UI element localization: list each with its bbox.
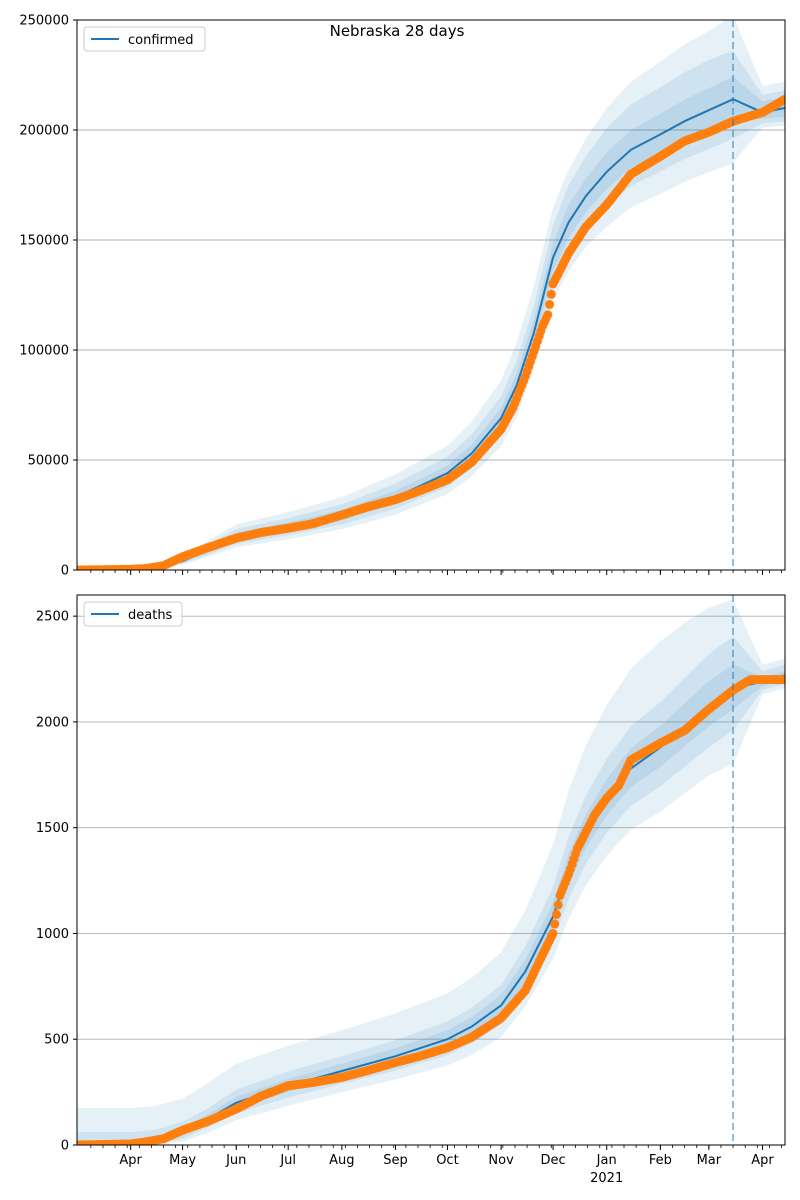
xtick-label: Jun: [225, 1153, 246, 1168]
confirmed-plot-area: [77, 20, 785, 570]
deaths-uncertainty-band-1: [77, 664, 785, 1145]
deaths-ytick-label: 0: [61, 1139, 69, 1154]
xtick-label: Mar: [697, 1153, 722, 1168]
confirmed-ytick-label: 100000: [19, 344, 69, 359]
confirmed-ytick-label: 50000: [28, 454, 69, 469]
deaths-legend-box: [83, 601, 183, 627]
xtick-label: Dec: [540, 1153, 565, 1168]
deaths-ytick-label: 1000: [36, 927, 69, 942]
confirmed-uncertainty-band-3: [77, 20, 785, 570]
deaths-ytick-label: 1500: [36, 821, 69, 836]
confirmed-legend-label: confirmed: [128, 33, 194, 48]
deaths-ytick-label: 500: [44, 1033, 69, 1048]
xtick-label: Nov: [488, 1153, 514, 1168]
deaths-observed-point: [548, 929, 558, 938]
confirmed-observed-point: [545, 300, 555, 309]
confirmed-ytick-label: 150000: [19, 234, 69, 249]
deaths-observed-point: [553, 900, 563, 910]
confirmed-axes-frame: [76, 19, 786, 571]
deaths-observed-point: [780, 675, 785, 685]
figure-title: Nebraska 28 days: [330, 22, 465, 40]
xtick-label: May: [169, 1153, 196, 1168]
deaths-observed-point: [552, 909, 561, 919]
deaths-legend: deaths: [83, 601, 183, 627]
confirmed-observed-point: [780, 94, 785, 104]
confirmed-legend-box: [83, 26, 206, 52]
confirmed-ytick-label: 0: [61, 564, 69, 579]
xtick-label: Jan: [596, 1153, 617, 1168]
confirmed-ytick-label: 250000: [19, 14, 69, 29]
xtick-label: Oct: [436, 1153, 458, 1168]
xtick-label: Aug: [329, 1153, 354, 1168]
confirmed-uncertainty-band-2: [77, 50, 785, 570]
deaths-uncertainty-band-3: [77, 599, 785, 1145]
confirmed-ytick-label: 200000: [19, 124, 69, 139]
deaths-ytick-label: 2000: [36, 715, 69, 730]
confirmed-legend: confirmed: [83, 26, 206, 52]
deaths-panel: 0 500 1000 1500 2000 2500 deaths Apr May Jun Jul Au…: [36, 594, 786, 1186]
deaths-plot-area: [77, 599, 785, 1145]
xtick-label: Apr: [119, 1153, 142, 1168]
deaths-uncertainty-band-2: [77, 636, 785, 1145]
xtick-label: Sep: [383, 1153, 408, 1168]
deaths-axes-frame: [76, 594, 786, 1146]
xtick-year-label: 2021: [590, 1171, 623, 1186]
xtick-label: Apr: [751, 1153, 774, 1168]
xtick-label: Feb: [649, 1153, 672, 1168]
confirmed-observed-point: [546, 289, 556, 299]
xtick-label: Jul: [279, 1153, 296, 1168]
confirmed-panel: 0 50000 100000 150000 200000 250000 confirmed: [19, 14, 786, 579]
deaths-observed-point: [550, 919, 560, 929]
deaths-ytick-label: 2500: [36, 610, 69, 625]
deaths-legend-label: deaths: [128, 608, 173, 623]
confirmed-observed-point: [543, 310, 553, 320]
